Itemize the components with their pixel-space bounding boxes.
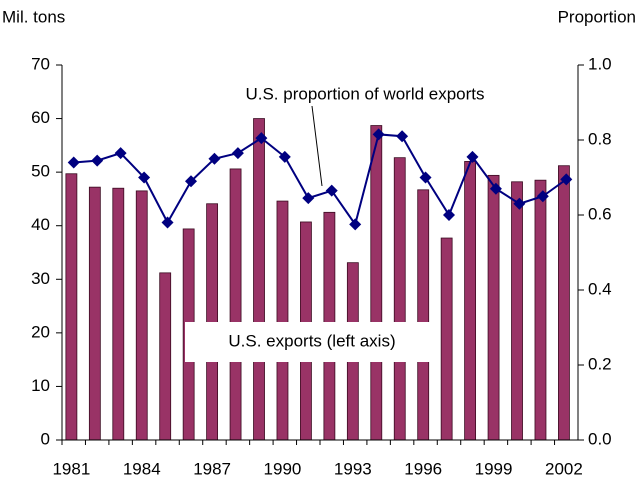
y2-axis-title: Proportion	[558, 7, 636, 26]
marker	[185, 175, 197, 188]
marker	[536, 190, 549, 203]
y2-tick-label: 1.0	[588, 54, 612, 73]
marker	[489, 182, 502, 195]
x-tick-label: 2002	[545, 459, 583, 478]
x-tick-label: 1981	[52, 459, 90, 478]
annotation: U.S. exports (left axis)	[228, 331, 395, 350]
x-tick-label: 1984	[123, 459, 161, 478]
bar	[159, 272, 172, 441]
bar	[393, 157, 406, 441]
bar	[229, 168, 242, 441]
marker	[513, 197, 526, 210]
annotation-box	[190, 96, 530, 116]
bar	[464, 161, 477, 441]
marker	[255, 132, 268, 145]
y-tick-label: 40	[31, 215, 50, 234]
marker	[67, 156, 80, 169]
bar	[65, 173, 78, 441]
y2-tick-label: 0.6	[588, 204, 612, 223]
marker	[396, 130, 409, 143]
marker	[372, 128, 385, 141]
bar	[534, 179, 547, 441]
marker	[278, 150, 291, 163]
marker	[114, 147, 127, 160]
x-tick-label: 1999	[475, 459, 513, 478]
marker	[466, 150, 479, 163]
x-tick-label: 1987	[193, 459, 231, 478]
bar	[370, 125, 383, 441]
bar	[112, 187, 125, 441]
marker	[419, 171, 432, 184]
y-tick-label: 30	[31, 269, 50, 288]
bar	[88, 186, 101, 441]
y2-tick-label: 0.4	[588, 279, 612, 298]
bar	[511, 181, 523, 441]
x-tick-label: 1996	[404, 459, 442, 478]
x-tick-label: 1990	[264, 459, 302, 478]
y2-tick-label: 0.0	[588, 429, 612, 448]
annotation-pointer	[311, 105, 323, 187]
annotation: U.S. proportion of world exports	[245, 84, 484, 103]
bar	[276, 200, 289, 441]
y-tick-label: 70	[31, 54, 50, 73]
bar	[206, 203, 219, 441]
y-tick-label: 0	[41, 429, 50, 448]
annotation-box	[185, 322, 440, 362]
marker	[208, 152, 221, 165]
marker	[138, 171, 151, 184]
bar	[558, 165, 570, 441]
marker	[560, 173, 573, 186]
y-tick-label: 60	[31, 108, 50, 127]
bar	[440, 237, 453, 441]
y2-tick-label: 0.8	[588, 129, 612, 148]
marker	[231, 147, 244, 160]
bar	[253, 118, 265, 441]
line	[73, 133, 567, 227]
y-tick-label: 50	[31, 162, 50, 181]
y2-tick-label: 0.2	[588, 354, 612, 373]
marker	[325, 184, 338, 197]
y-axis-title: Mil. tons	[2, 7, 65, 26]
bar	[417, 189, 430, 441]
y-tick-label: 20	[31, 322, 50, 341]
y-tick-label: 10	[31, 376, 50, 395]
bar	[487, 174, 500, 441]
marker	[302, 192, 315, 205]
marker	[349, 218, 362, 231]
x-tick-label: 1993	[334, 459, 372, 478]
marker	[91, 154, 104, 167]
marker	[161, 216, 174, 229]
marker	[443, 209, 455, 221]
bar	[135, 190, 148, 441]
